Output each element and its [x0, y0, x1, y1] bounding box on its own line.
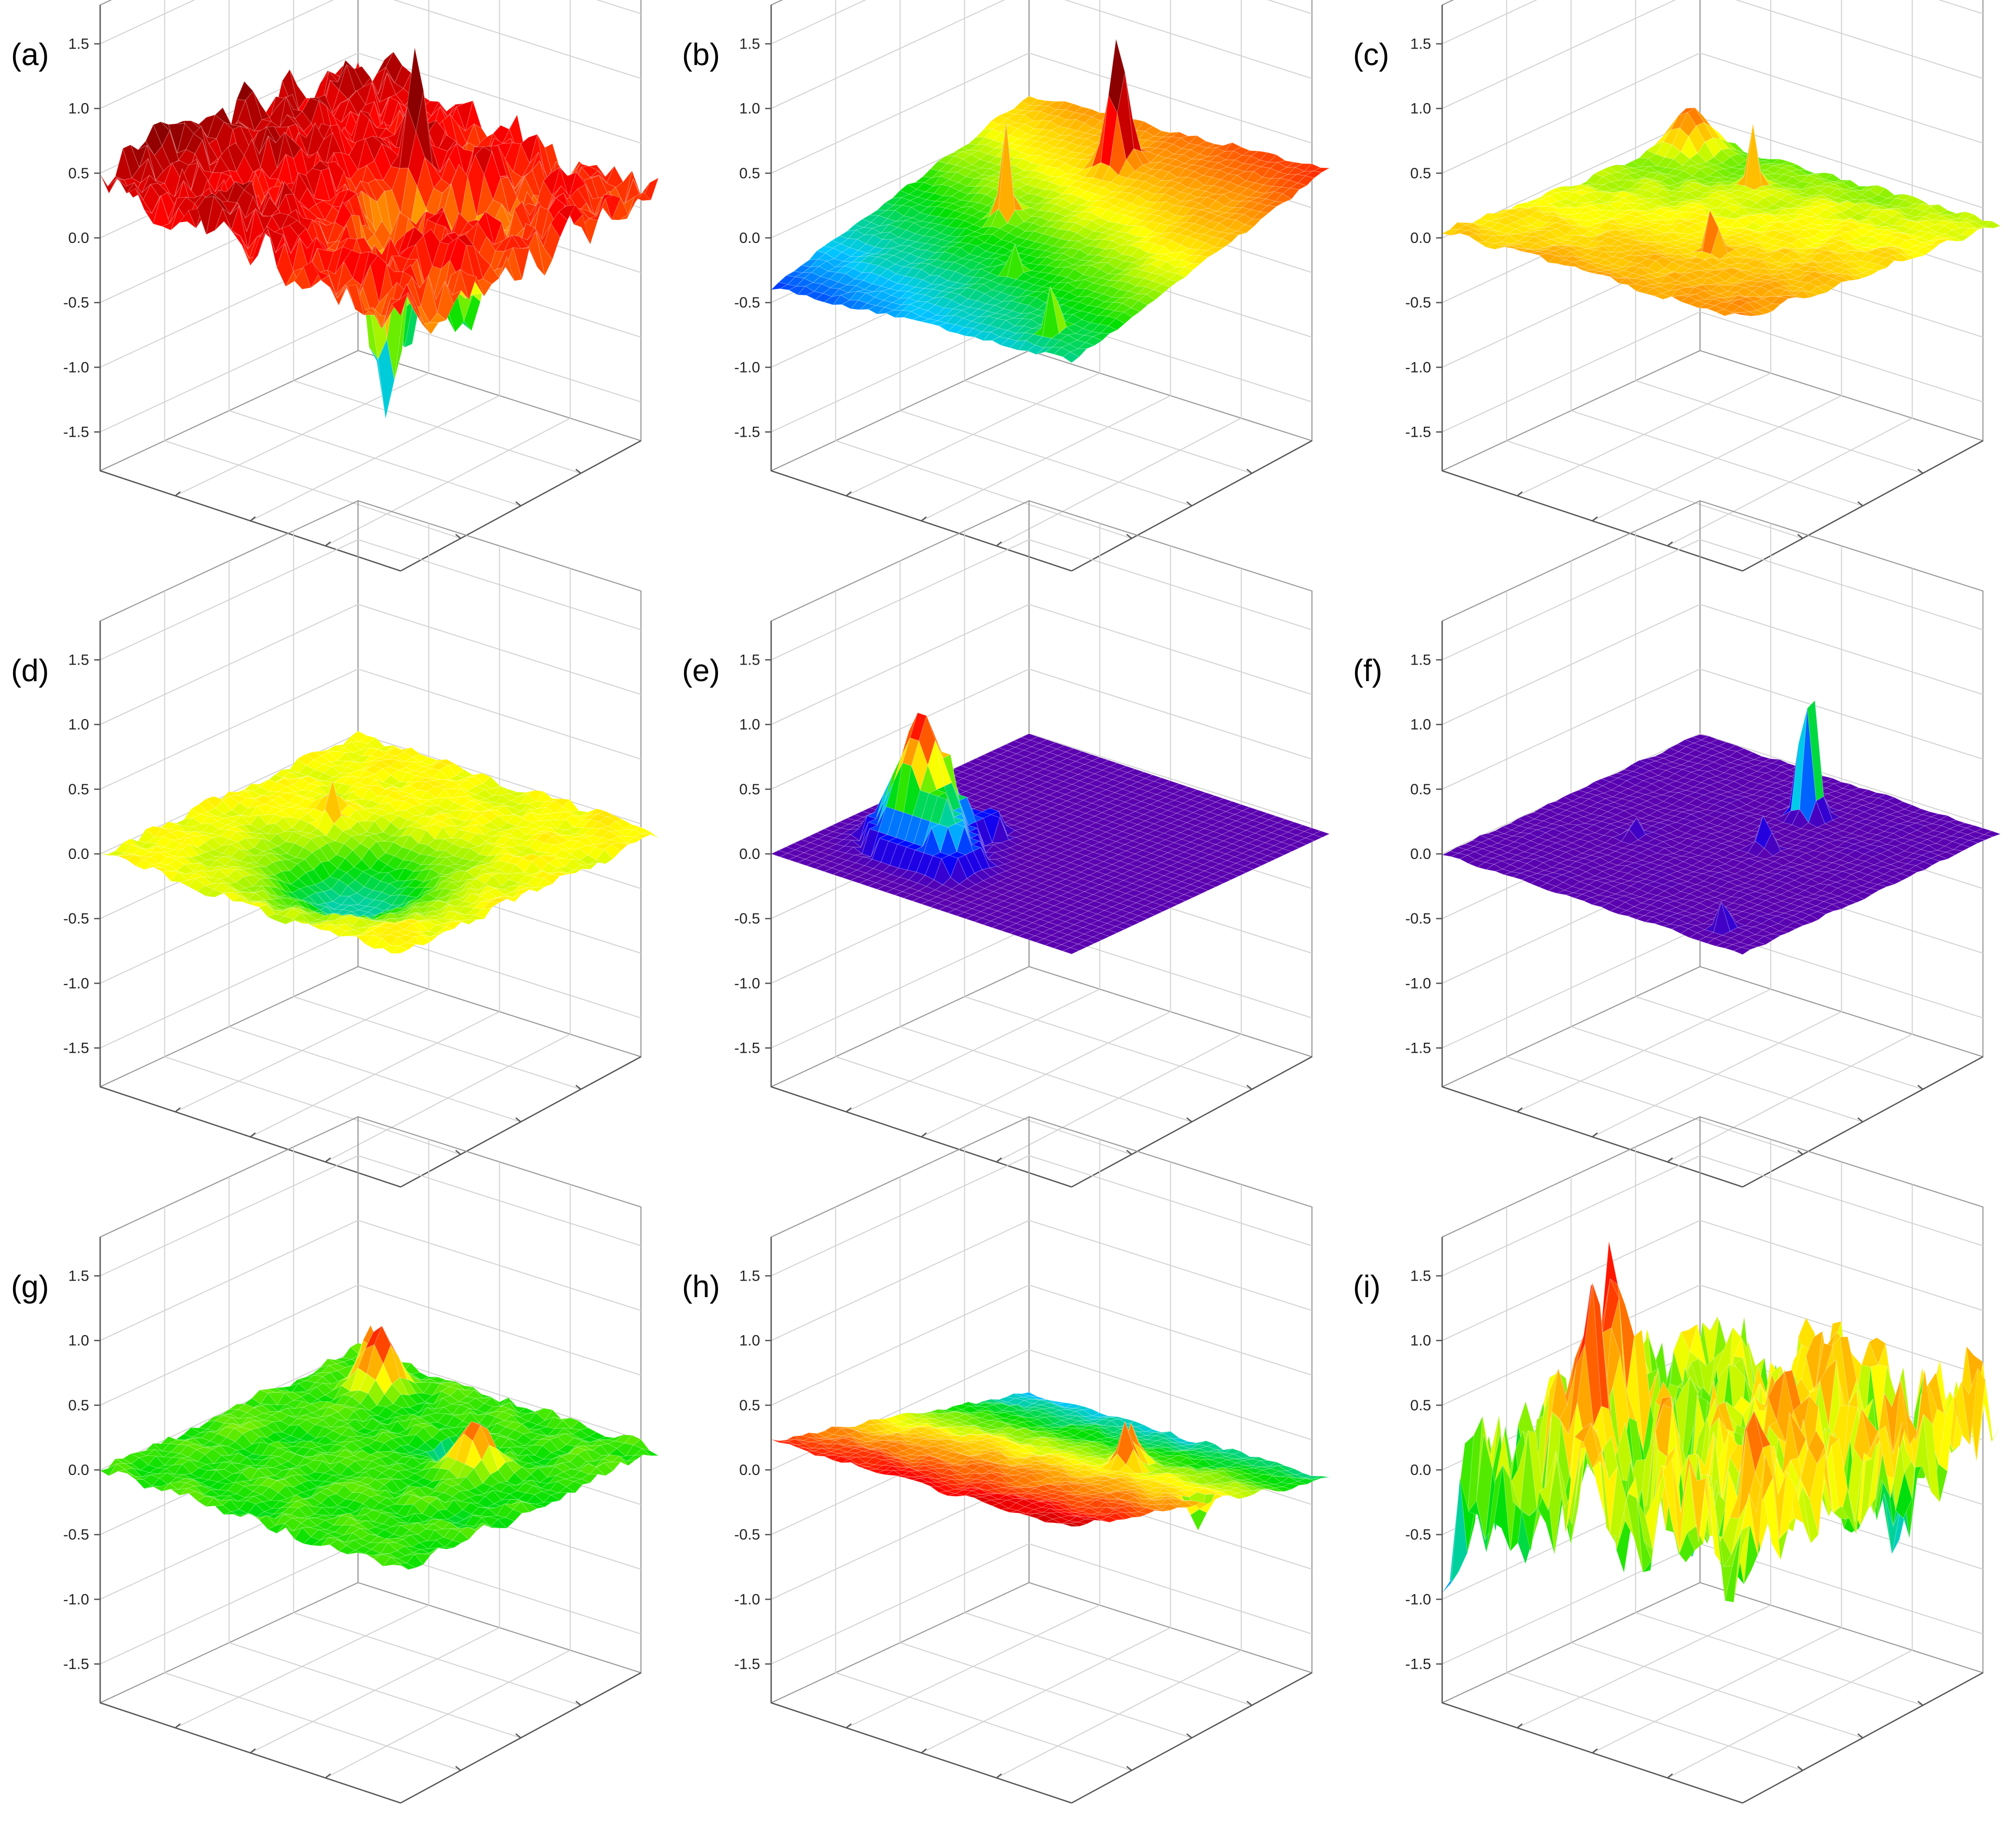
z-tick-label: 1.5 [68, 652, 89, 669]
z-tick-label: 0.0 [1410, 230, 1431, 246]
z-tick-label: -1.5 [63, 424, 89, 441]
x-tick [250, 516, 256, 522]
z-tick-label: -1.0 [1405, 359, 1431, 376]
surface-mesh-2 [770, 39, 1331, 363]
grid-line [771, 52, 1312, 174]
x-tick [325, 541, 331, 547]
z-tick-label: -1.0 [63, 975, 89, 992]
grid-line [1442, 0, 1983, 45]
z-tick-label: 1.0 [68, 101, 89, 117]
surface-cell [589, 198, 606, 221]
z-tick-label: 0.5 [68, 781, 89, 798]
surface-cell [452, 268, 469, 300]
z-tick-label: 1.0 [1410, 101, 1431, 117]
surface-cell [596, 194, 613, 217]
z-tick-label: -1.0 [63, 359, 89, 376]
back-wall-right [1028, 0, 1313, 442]
z-tick-label: 0.5 [68, 165, 89, 182]
surface-plot-3: 1.5 1.0 0.5 0.0 -0.5 -1.0 -1.5 (c) [1353, 0, 2001, 572]
z-tick-label: 0.5 [739, 165, 760, 182]
x-tick [175, 491, 181, 497]
surface-mesh-5 [770, 712, 1330, 955]
grid-line [964, 380, 1252, 474]
z-tick-label: 1.5 [1410, 36, 1431, 53]
z-tick-label: -0.5 [1405, 294, 1431, 311]
grid-line [1635, 380, 1923, 474]
grid-line [771, 539, 1312, 661]
grid-line [100, 0, 641, 45]
surface-cell [581, 218, 598, 245]
grid-line [325, 418, 571, 546]
back-wall-right [357, 0, 642, 442]
z-tick-label: 0.0 [739, 230, 760, 246]
surface-plot-1: 1.5 1.0 0.5 0.0 -0.5 -1.0 -1.5 (a) [11, 0, 659, 572]
grid-line [100, 0, 641, 109]
z-tick-label: 1.0 [68, 717, 89, 733]
y-tick [455, 533, 461, 539]
surface-cell [444, 281, 462, 305]
surface-mesh-4 [100, 730, 659, 955]
z-tick-label: -1.0 [734, 359, 760, 376]
z-tick-label: -1.5 [1405, 424, 1431, 441]
grid-line [250, 395, 500, 521]
grid-line [1592, 395, 1842, 521]
grid-line [293, 996, 581, 1090]
surface-plot-4: 1.5 1.0 0.5 0.0 -0.5 -1.0 -1.5 (d) [11, 500, 659, 1188]
y-tick [575, 468, 581, 474]
y-tick [515, 501, 521, 507]
surface-cell [633, 192, 652, 201]
grid-line [771, 0, 1312, 109]
surface-plot-5: 1.51.00.50.0-0.5-1.0-1.5(e) [682, 500, 1330, 1188]
panel-label: (c) [1353, 38, 1389, 72]
grid-line [100, 539, 641, 661]
z-tick-label: -1.5 [734, 424, 760, 441]
z-tick-label: 0.0 [68, 230, 89, 246]
z-tick-label: 1.5 [68, 36, 89, 53]
surface-cell [391, 291, 409, 317]
surface-cell [437, 280, 454, 321]
panel-label: (d) [11, 654, 49, 688]
surface-cell [535, 231, 553, 277]
panel-label: (a) [11, 38, 49, 72]
surface-cell [1311, 167, 1331, 173]
z-tick-label: -0.5 [63, 294, 89, 311]
grid-line [293, 380, 581, 474]
z-tick-label: 0.5 [1410, 165, 1431, 182]
z-tick-label: 0.0 [68, 846, 89, 862]
surface-mesh-3 [1441, 107, 2001, 317]
grid-line [964, 996, 1252, 1090]
z-tick-label: 1.0 [739, 101, 760, 117]
surface-cell [528, 230, 545, 277]
grid-line [771, 0, 1312, 45]
grid-line [1667, 418, 1913, 546]
surface-mesh-1 [100, 48, 659, 419]
z-tick-label: -1.5 [63, 1040, 89, 1057]
z-tick-label: -0.5 [734, 294, 760, 311]
z-tick-label: -0.5 [63, 910, 89, 927]
grid-line [996, 418, 1242, 546]
grid-line [250, 1011, 500, 1137]
surface-cell [459, 268, 477, 301]
panel-label: (b) [682, 38, 720, 72]
grid-line [100, 311, 641, 433]
grid-line [996, 1034, 1242, 1162]
grid-line [1442, 0, 1983, 109]
grid-line [921, 395, 1171, 521]
surface-plot-2: 1.5 1.0 0.5 0.0 -0.5 -1.0 -1.5 (b) [682, 0, 1331, 572]
z-tick-label: 1.5 [739, 36, 760, 53]
grid-line [921, 1011, 1171, 1137]
grid-line [325, 1034, 571, 1162]
